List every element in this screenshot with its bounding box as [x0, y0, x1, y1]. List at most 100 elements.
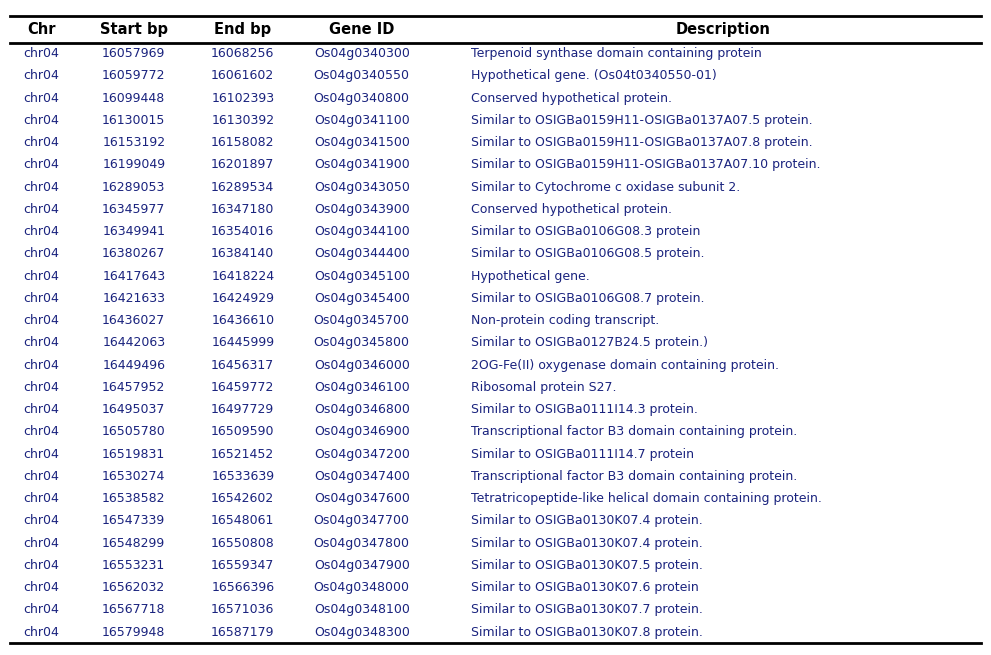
Text: 2OG-Fe(II) oxygenase domain containing protein.: 2OG-Fe(II) oxygenase domain containing p…	[471, 359, 779, 371]
Text: 16153192: 16153192	[102, 136, 165, 149]
Text: 16057969: 16057969	[102, 47, 165, 60]
Text: Similar to OSIGBa0127B24.5 protein.): Similar to OSIGBa0127B24.5 protein.)	[471, 337, 708, 349]
Text: 16538582: 16538582	[102, 492, 165, 505]
Text: 16201897: 16201897	[211, 159, 275, 172]
Text: Os04g0346800: Os04g0346800	[314, 403, 409, 416]
Text: 16345977: 16345977	[102, 203, 165, 216]
Text: 16548299: 16548299	[102, 536, 165, 550]
Text: chr04: chr04	[24, 69, 59, 83]
Text: Os04g0343050: Os04g0343050	[314, 181, 409, 194]
Text: Similar to OSIGBa0106G08.3 protein: Similar to OSIGBa0106G08.3 protein	[471, 225, 700, 238]
Text: 16562032: 16562032	[102, 581, 165, 594]
Text: 16459772: 16459772	[211, 381, 275, 394]
Text: Similar to OSIGBa0130K07.5 protein.: Similar to OSIGBa0130K07.5 protein.	[471, 559, 703, 572]
Text: Transcriptional factor B3 domain containing protein.: Transcriptional factor B3 domain contain…	[471, 425, 797, 438]
Text: 16571036: 16571036	[211, 603, 275, 616]
Text: Start bp: Start bp	[100, 22, 167, 37]
Text: chr04: chr04	[24, 381, 59, 394]
Text: Os04g0347900: Os04g0347900	[314, 559, 409, 572]
Text: chr04: chr04	[24, 425, 59, 438]
Text: 16567718: 16567718	[102, 603, 165, 616]
Text: Similar to OSIGBa0106G08.7 protein.: Similar to OSIGBa0106G08.7 protein.	[471, 292, 705, 305]
Text: chr04: chr04	[24, 603, 59, 616]
Text: 16099448: 16099448	[102, 92, 165, 105]
Text: 16497729: 16497729	[211, 403, 275, 416]
Text: Os04g0347700: Os04g0347700	[314, 514, 409, 527]
Text: Os04g0346100: Os04g0346100	[314, 381, 409, 394]
Text: chr04: chr04	[24, 514, 59, 527]
Text: 16559347: 16559347	[211, 559, 275, 572]
Text: 16130392: 16130392	[211, 114, 275, 127]
Text: 16509590: 16509590	[211, 425, 275, 438]
Text: 16418224: 16418224	[211, 270, 275, 283]
Text: Similar to OSIGBa0130K07.4 protein.: Similar to OSIGBa0130K07.4 protein.	[471, 514, 703, 527]
Text: 16380267: 16380267	[102, 248, 165, 261]
Text: Os04g0343900: Os04g0343900	[314, 203, 409, 216]
Text: Similar to OSIGBa0130K07.4 protein.: Similar to OSIGBa0130K07.4 protein.	[471, 536, 703, 550]
Text: 16445999: 16445999	[211, 337, 275, 349]
Text: Os04g0347800: Os04g0347800	[314, 536, 409, 550]
Text: Hypothetical gene. (Os04t0340550-01): Hypothetical gene. (Os04t0340550-01)	[471, 69, 716, 83]
Text: chr04: chr04	[24, 536, 59, 550]
Text: Os04g0344100: Os04g0344100	[314, 225, 409, 238]
Text: 16347180: 16347180	[211, 203, 275, 216]
Text: Os04g0345400: Os04g0345400	[314, 292, 409, 305]
Text: chr04: chr04	[24, 136, 59, 149]
Text: chr04: chr04	[24, 114, 59, 127]
Text: chr04: chr04	[24, 203, 59, 216]
Text: chr04: chr04	[24, 47, 59, 60]
Text: chr04: chr04	[24, 270, 59, 283]
Text: 16521452: 16521452	[211, 447, 275, 460]
Text: chr04: chr04	[24, 492, 59, 505]
Text: Os04g0346900: Os04g0346900	[314, 425, 409, 438]
Text: 16384140: 16384140	[211, 248, 275, 261]
Text: Transcriptional factor B3 domain containing protein.: Transcriptional factor B3 domain contain…	[471, 470, 797, 483]
Text: 16289053: 16289053	[102, 181, 165, 194]
Text: Os04g0341500: Os04g0341500	[314, 136, 409, 149]
Text: Similar to OSIGBa0159H11-OSIGBa0137A07.5 protein.: Similar to OSIGBa0159H11-OSIGBa0137A07.5…	[471, 114, 813, 127]
Text: chr04: chr04	[24, 159, 59, 172]
Text: 16436027: 16436027	[102, 314, 165, 327]
Text: chr04: chr04	[24, 248, 59, 261]
Text: 16456317: 16456317	[211, 359, 275, 371]
Text: Os04g0341100: Os04g0341100	[314, 114, 409, 127]
Text: Os04g0340800: Os04g0340800	[314, 92, 409, 105]
Text: 16519831: 16519831	[102, 447, 165, 460]
Text: chr04: chr04	[24, 581, 59, 594]
Text: 16553231: 16553231	[102, 559, 165, 572]
Text: 16542602: 16542602	[211, 492, 275, 505]
Text: Similar to OSIGBa0159H11-OSIGBa0137A07.8 protein.: Similar to OSIGBa0159H11-OSIGBa0137A07.8…	[471, 136, 813, 149]
Text: 16550808: 16550808	[211, 536, 275, 550]
Text: chr04: chr04	[24, 470, 59, 483]
Text: 16579948: 16579948	[102, 626, 165, 639]
Text: Similar to Cytochrome c oxidase subunit 2.: Similar to Cytochrome c oxidase subunit …	[471, 181, 740, 194]
Text: chr04: chr04	[24, 337, 59, 349]
Text: Tetratricopeptide-like helical domain containing protein.: Tetratricopeptide-like helical domain co…	[471, 492, 822, 505]
Text: Similar to OSIGBa0130K07.7 protein.: Similar to OSIGBa0130K07.7 protein.	[471, 603, 703, 616]
Text: chr04: chr04	[24, 559, 59, 572]
Text: chr04: chr04	[24, 403, 59, 416]
Text: Os04g0347200: Os04g0347200	[314, 447, 409, 460]
Text: 16495037: 16495037	[102, 403, 165, 416]
Text: 16505780: 16505780	[102, 425, 165, 438]
Text: 16442063: 16442063	[102, 337, 165, 349]
Text: Os04g0346000: Os04g0346000	[314, 359, 409, 371]
Text: chr04: chr04	[24, 225, 59, 238]
Text: chr04: chr04	[24, 359, 59, 371]
Text: chr04: chr04	[24, 292, 59, 305]
Text: Conserved hypothetical protein.: Conserved hypothetical protein.	[471, 203, 672, 216]
Text: 16587179: 16587179	[211, 626, 275, 639]
Text: Os04g0348000: Os04g0348000	[314, 581, 409, 594]
Text: Similar to OSIGBa0130K07.8 protein.: Similar to OSIGBa0130K07.8 protein.	[471, 626, 703, 639]
Text: Hypothetical gene.: Hypothetical gene.	[471, 270, 590, 283]
Text: 16530274: 16530274	[102, 470, 165, 483]
Text: 16199049: 16199049	[102, 159, 165, 172]
Text: End bp: End bp	[214, 22, 272, 37]
Text: 16436610: 16436610	[211, 314, 275, 327]
Text: 16417643: 16417643	[102, 270, 165, 283]
Text: 16289534: 16289534	[211, 181, 275, 194]
Text: Gene ID: Gene ID	[329, 22, 394, 37]
Text: chr04: chr04	[24, 447, 59, 460]
Text: Os04g0341900: Os04g0341900	[314, 159, 409, 172]
Text: Conserved hypothetical protein.: Conserved hypothetical protein.	[471, 92, 672, 105]
